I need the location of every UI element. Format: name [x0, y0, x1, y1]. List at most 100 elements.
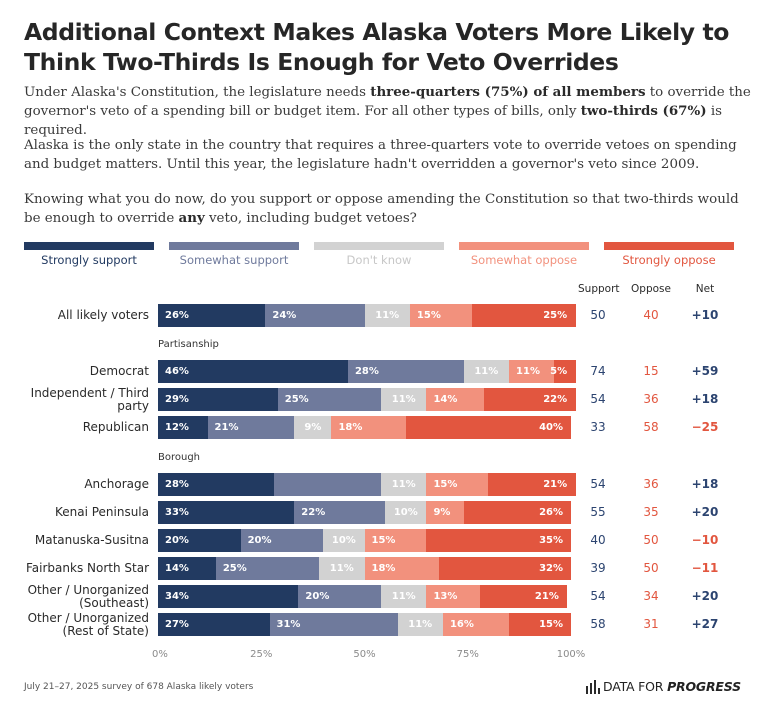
bar-segment	[438, 557, 572, 580]
oppose-value: 50	[643, 533, 659, 547]
legend-swatch	[604, 242, 734, 250]
bar-segment	[294, 416, 332, 439]
net-column-header: Net	[695, 283, 715, 295]
oppose-value: 50	[643, 561, 659, 575]
bar-segment	[426, 501, 464, 524]
bar-value-label: 11%	[375, 310, 400, 321]
bar-value-label: 15%	[416, 310, 441, 321]
bar-segment	[158, 416, 208, 439]
bar-segment	[471, 304, 576, 327]
net-value: +59	[691, 364, 719, 378]
bar-value-label: 40%	[539, 422, 563, 433]
bar-chart-icon	[586, 680, 600, 694]
bar-segment	[463, 501, 572, 524]
bar-value-label: 22%	[301, 507, 326, 518]
support-value: 58	[590, 617, 606, 631]
bar-segment	[158, 473, 275, 496]
oppose-value: 36	[643, 477, 659, 491]
bar-segment	[484, 388, 576, 411]
body-text: Under Alaska's Constitution, the legisla…	[24, 85, 371, 100]
survey-footnote: July 21–27, 2025 survey of 678 Alaska li…	[24, 682, 254, 692]
row-label: Anchorage	[84, 477, 149, 491]
bar-segment	[158, 585, 299, 608]
bar-segment	[158, 360, 349, 383]
legend-swatch	[459, 242, 589, 250]
bar-segment	[480, 585, 568, 608]
bar-segment	[405, 416, 572, 439]
bar-segment	[269, 613, 398, 636]
emphasis-text: three-quarters (75%) of all members	[370, 84, 646, 100]
bar-value-label: 13%	[433, 591, 458, 602]
net-value: +20	[691, 589, 719, 603]
support-value: 54	[590, 477, 606, 491]
bar-value-label: 22%	[543, 394, 568, 405]
bar-segment	[331, 416, 407, 439]
bar-value-label: 18%	[371, 563, 396, 574]
net-value: −11	[691, 561, 719, 575]
support-value: 54	[590, 392, 606, 406]
bar-segment	[381, 585, 427, 608]
bar-value-label: 9%	[433, 507, 451, 518]
oppose-column-header: Oppose	[631, 283, 671, 295]
bar-segment	[426, 473, 489, 496]
bar-value-label: 15%	[539, 619, 563, 630]
row-label: Other / Unorganized (Rest of State)	[27, 611, 149, 638]
bar-value-label: 16%	[449, 619, 474, 630]
x-tick-label: 100%	[556, 649, 586, 660]
x-tick-label: 25%	[250, 649, 273, 660]
oppose-value: 31	[643, 617, 659, 631]
bar-segment	[323, 529, 365, 552]
bar-value-label: 14%	[433, 394, 458, 405]
bar-segment	[240, 529, 324, 552]
bar-segment	[294, 501, 386, 524]
bar-value-label: 20%	[305, 591, 330, 602]
oppose-value: 34	[643, 589, 659, 603]
row-label: Republican	[82, 420, 149, 434]
body-text: veto, including budget vetoes?	[204, 211, 417, 226]
legend-swatch	[24, 242, 154, 250]
bar-segment	[158, 529, 241, 552]
row-label: Democrat	[89, 364, 149, 378]
row-label: Matanuska-Susitna	[34, 533, 149, 547]
emphasis-text: two-thirds (67%)	[580, 103, 707, 119]
bar-segment	[277, 388, 382, 411]
bar-value-label: 26%	[165, 310, 189, 321]
bar-value-label: 31%	[276, 619, 301, 630]
x-tick-label: 0%	[152, 649, 168, 660]
legend-label: Somewhat oppose	[470, 253, 578, 267]
bar-segment	[207, 416, 295, 439]
bar-segment	[426, 388, 485, 411]
bar-segment	[364, 529, 427, 552]
bar-segment	[463, 360, 510, 383]
bar-value-label: 46%	[165, 366, 189, 377]
legend-label: Don't know	[346, 253, 412, 267]
body-text: to override the governor's veto of a spe…	[24, 85, 751, 119]
bar-segment	[298, 585, 382, 608]
bar-segment	[158, 613, 270, 636]
bar-segment	[347, 360, 464, 383]
legend-label: Somewhat support	[179, 253, 289, 267]
legend-swatch	[169, 242, 299, 250]
brand-name: DATA FOR PROGRESS	[603, 679, 741, 694]
x-tick-label: 75%	[456, 649, 479, 660]
legend-label: Strongly oppose	[622, 253, 716, 267]
bar-segment	[364, 557, 440, 580]
legend-label: Strongly support	[41, 253, 137, 267]
bar-value-label: 18%	[338, 422, 363, 433]
bar-value-label: 20%	[247, 535, 272, 546]
bar-value-label: 11%	[329, 563, 354, 574]
net-value: +18	[691, 392, 719, 406]
bar-value-label: 11%	[516, 366, 540, 377]
bar-segment	[215, 557, 320, 580]
bar-value-label: 11%	[408, 619, 433, 630]
net-value: +27	[691, 617, 719, 631]
bar-value-label: 28%	[165, 479, 189, 490]
bar-value-label: 32%	[539, 563, 563, 574]
bar-value-label: 27%	[165, 619, 189, 630]
bar-value-label: 10%	[393, 507, 418, 518]
net-value: +10	[691, 308, 719, 322]
bar-value-label: 21%	[543, 479, 568, 490]
support-value: 55	[590, 505, 606, 519]
bar-value-label: 25%	[284, 394, 309, 405]
oppose-value: 15	[643, 364, 659, 378]
